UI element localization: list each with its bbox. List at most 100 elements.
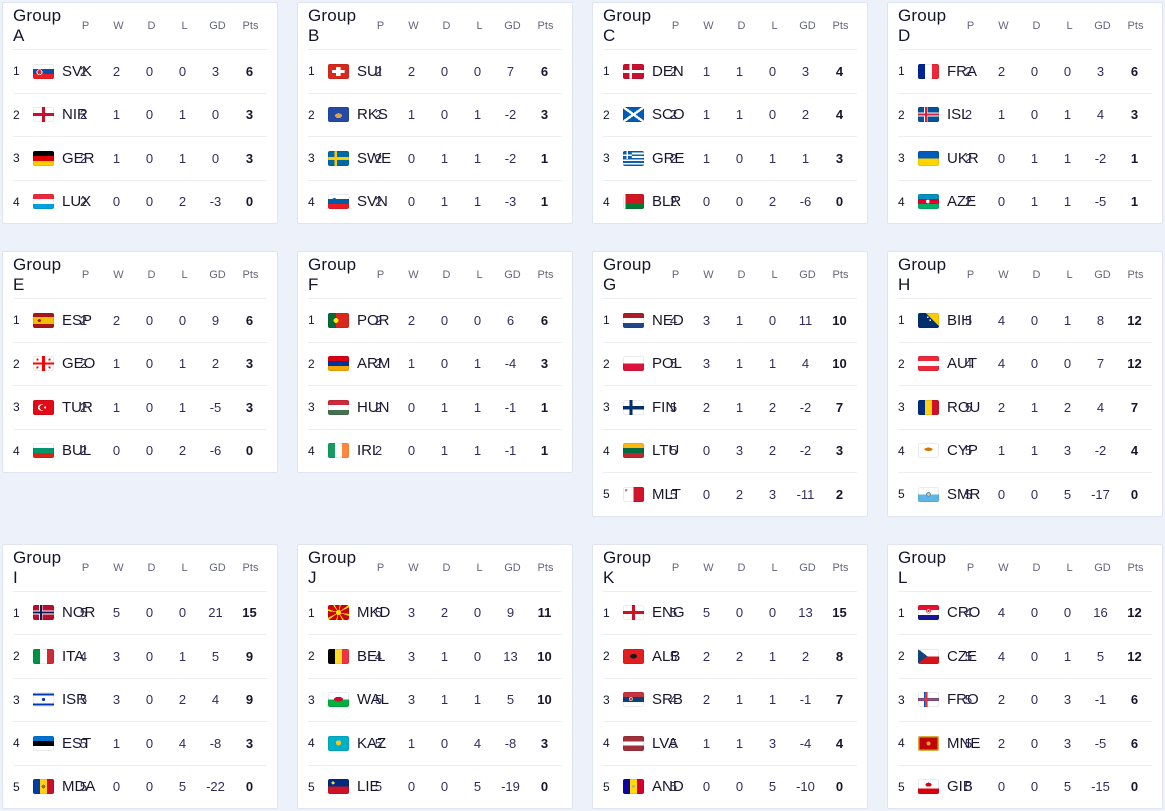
stat-w: 0 [112,443,121,459]
stat-gd: 13 [798,605,813,621]
stat-w: 1 [702,63,711,79]
flag-cze-icon [918,648,939,664]
flag-ned-icon [623,312,644,328]
stat-l: 0 [768,605,777,621]
flag-nir-icon [33,107,54,123]
stat-d: 2 [735,648,744,664]
team-row-aut: 2 AUT 4 4 0 0 7 12 [898,341,1152,386]
stat-pts: 3 [540,356,549,372]
team-row-lva: 4 LVA 5 1 1 3 -4 4 [603,721,857,765]
column-header-gd: GD [209,269,226,281]
stat-d: 2 [735,486,744,502]
team-row-geo: 2 GEO 2 1 0 1 2 3 [13,341,267,386]
flag-alb-icon [623,648,644,664]
stat-gd: 2 [801,107,810,123]
team-row-svk: 1 SVK 2 2 0 0 3 6 [13,49,267,93]
stat-gd: 6 [506,312,515,328]
stat-p: 2 [374,194,383,210]
group-title: Group K [603,547,652,587]
position-number: 2 [603,356,610,371]
stat-p: 2 [79,107,88,123]
team-row-srb: 3 SRB 4 2 1 1 -1 7 [603,677,857,722]
stat-w: 0 [407,194,416,210]
team-row-smr: 5 SMR 5 0 0 5 -17 0 [898,472,1152,516]
column-header-gd: GD [209,561,226,574]
stat-gd: -4 [799,735,812,751]
stat-pts: 6 [540,312,549,328]
team-code: MDA [62,778,96,796]
stat-p: 5 [964,399,973,415]
stat-gd: 4 [211,692,220,708]
stat-p: 2 [964,107,973,123]
position-number: 3 [898,400,905,415]
flag-mne-icon [918,735,939,751]
position-number: 3 [308,400,315,415]
stat-l: 1 [473,399,482,415]
stat-d: 1 [735,63,744,79]
team-row-tur: 3 TUR 2 1 0 1 -5 3 [13,385,267,429]
stat-gd: -11 [796,486,815,502]
flag-rks-icon [328,107,349,123]
flag-est-icon [33,735,54,751]
flag-eng-icon [623,605,644,621]
stat-l: 3 [768,735,777,751]
stat-p: 4 [964,356,973,372]
stat-l: 1 [473,443,482,459]
stat-d: 1 [735,312,744,328]
stat-w: 0 [997,779,1006,795]
stat-l: 0 [473,63,482,79]
stat-gd: -5 [1094,735,1107,751]
column-header-p: P [376,269,385,281]
column-header-w: W [408,20,419,32]
stat-d: 1 [735,399,744,415]
position-number: 3 [603,151,610,166]
stat-pts: 3 [1130,107,1139,123]
stat-gd: -1 [504,443,517,459]
stat-pts: 10 [832,356,847,372]
column-header-gd: GD [799,269,816,281]
stat-d: 0 [145,356,154,372]
team-code: SMR [947,485,981,503]
team-name-cell: 4 LUX [13,193,91,210]
stat-pts: 1 [540,150,549,166]
team-code: FIN [652,398,677,416]
flag-svk-icon [33,63,54,79]
team-name-cell: 3 FRO [898,691,979,708]
team-name-cell: 5 SMR [898,486,980,503]
stat-p: 2 [964,150,973,166]
stat-gd: 16 [1093,605,1108,621]
stat-l: 1 [473,150,482,166]
stat-w: 2 [702,648,711,664]
group-title: Group D [898,6,947,45]
team-code: ROU [947,398,981,416]
group-card-i: Group I P W D L GD Pts 1 NOR 5 5 0 0 21 15 2 ITA 4 3 0 1 5 9 3 I… [2,543,278,809]
column-header-l: L [1066,561,1073,574]
stat-d: 1 [440,692,449,708]
stat-gd: -17 [1091,486,1110,502]
stat-pts: 10 [537,692,552,708]
stat-l: 3 [1063,735,1072,751]
team-code: GIB [947,778,973,796]
column-header-gd: GD [504,561,521,574]
flag-gre-icon [623,150,644,166]
stat-l: 1 [1063,194,1072,210]
column-header-pts: Pts [832,561,849,574]
flag-arm-icon [328,356,349,372]
flag-kaz-icon [328,735,349,751]
position-number: 3 [603,400,610,415]
stat-w: 1 [112,399,121,415]
stat-p: 2 [79,312,88,328]
team-row-aze: 4 AZE 2 0 1 1 -5 1 [898,179,1152,224]
team-code: BLR [652,193,682,211]
stat-pts: 1 [540,399,549,415]
column-header-gd: GD [504,20,521,32]
stat-gd: 0 [211,150,220,166]
position-number: 2 [308,356,315,371]
flag-svn-icon [328,194,349,210]
team-name-cell: 2 NIR [13,106,88,123]
group-header-name: Group I [13,548,69,588]
stat-w: 2 [997,63,1006,79]
position-number: 5 [898,779,905,794]
position-number: 2 [898,107,905,122]
team-code: ESP [62,311,93,329]
